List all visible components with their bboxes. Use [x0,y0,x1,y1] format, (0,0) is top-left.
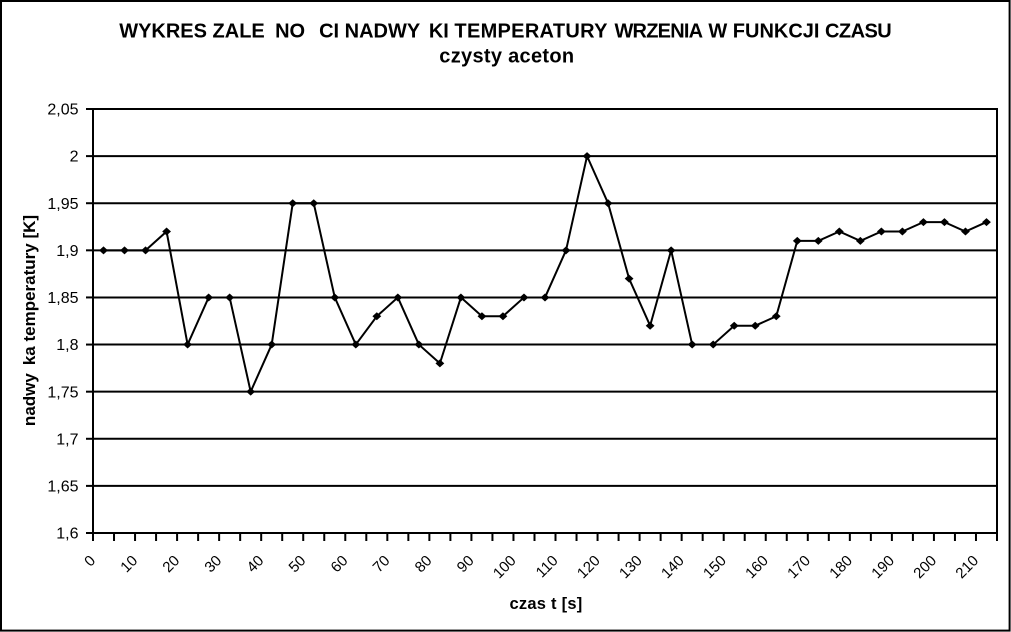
svg-text:2,05: 2,05 [47,102,78,119]
svg-text:1,7: 1,7 [56,431,78,448]
svg-text:czysty aceton: czysty aceton [439,46,574,68]
svg-text:czas t [s]: czas t [s] [509,595,582,613]
svg-text:1,85: 1,85 [47,290,78,307]
svg-text:2: 2 [70,149,79,166]
svg-text:1,9: 1,9 [56,243,78,260]
svg-text:1,8: 1,8 [56,337,78,354]
svg-text:1,6: 1,6 [56,526,78,543]
svg-text:1,95: 1,95 [47,196,78,213]
svg-text:nadwyka temperatury [K]: nadwyka temperatury [K] [20,215,39,426]
svg-text:1,65: 1,65 [47,478,78,495]
svg-text:1,75: 1,75 [47,384,78,401]
